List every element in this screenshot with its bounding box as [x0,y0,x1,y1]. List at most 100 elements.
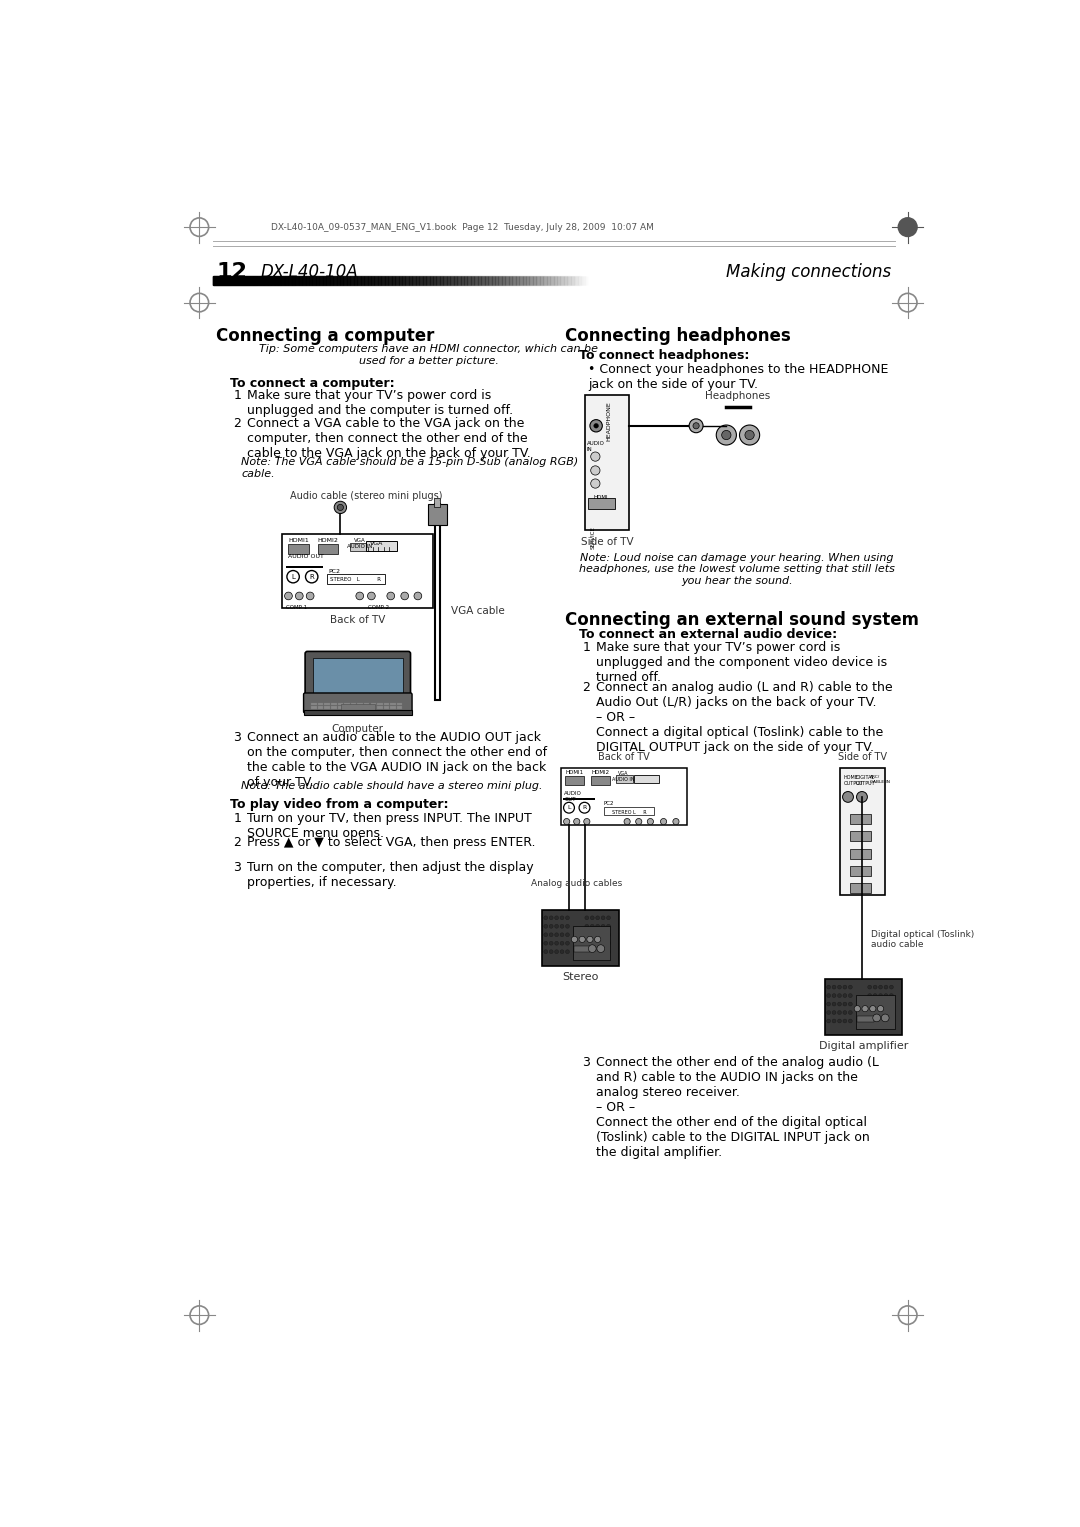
Circle shape [837,985,841,989]
Bar [318,707,323,709]
Bar [345,702,350,705]
Circle shape [826,985,831,989]
Circle shape [879,1019,882,1023]
Bar [370,707,376,709]
Text: 3: 3 [582,1057,590,1069]
Circle shape [555,924,558,928]
Circle shape [673,818,679,825]
Bar [338,702,343,705]
Text: Note: Loud noise can damage your hearing. When using
headphones, use the lowest : Note: Loud noise can damage your hearing… [579,553,895,586]
Bar [572,925,610,960]
Circle shape [591,933,594,936]
Circle shape [874,1011,877,1014]
Bar [364,710,369,713]
Bar [377,707,382,709]
Circle shape [596,950,599,954]
Circle shape [596,941,599,945]
Bar [604,806,654,815]
Bar [332,707,337,709]
Bar [370,702,376,705]
Text: Connecting headphones: Connecting headphones [565,327,791,345]
Circle shape [885,985,888,989]
Bar [592,776,610,785]
Bar [383,702,389,705]
Bar [634,774,659,783]
Circle shape [544,941,548,945]
Circle shape [561,950,564,954]
Text: VGA cable: VGA cable [451,606,505,617]
Circle shape [561,941,564,945]
Text: Side of TV: Side of TV [838,751,888,762]
Bar [435,504,440,699]
Circle shape [826,1011,831,1014]
Bar [303,710,413,715]
Bar [840,768,886,895]
Bar [383,707,389,709]
Bar [364,707,369,709]
Circle shape [647,818,653,825]
Circle shape [843,1011,847,1014]
Circle shape [594,423,598,428]
Circle shape [571,936,578,942]
Bar [357,707,363,709]
Text: Connect the other end of the analog audio (L
and R) cable to the AUDIO IN jacks : Connect the other end of the analog audi… [596,1057,879,1159]
Bar [390,710,395,713]
Circle shape [607,933,610,936]
Circle shape [890,1011,893,1014]
Text: 3: 3 [233,731,241,744]
Circle shape [596,933,599,936]
Text: Make sure that your TV’s power cord is
unplugged and the component video device : Make sure that your TV’s power cord is u… [596,641,888,684]
Circle shape [414,592,422,600]
Circle shape [879,1002,882,1006]
Circle shape [564,802,575,812]
Circle shape [874,1002,877,1006]
Circle shape [607,916,610,919]
Bar [850,831,872,841]
Circle shape [550,950,553,954]
Circle shape [826,1019,831,1023]
Circle shape [544,950,548,954]
Text: Tip: Some computers have an HDMI connector, which can be
used for a better pictu: Tip: Some computers have an HDMI connect… [259,344,598,366]
Text: Headphones: Headphones [705,391,770,402]
Circle shape [832,1011,836,1014]
Bar [850,883,872,893]
Bar [397,702,403,705]
Text: Turn on your TV, then press INPUT. The INPUT
SOURCE menu opens.: Turn on your TV, then press INPUT. The I… [247,811,532,840]
Text: AUDIO
IN: AUDIO IN [586,441,605,452]
Circle shape [306,571,318,583]
Circle shape [596,924,599,928]
Bar [542,910,619,965]
Text: • Connect your headphones to the HEADPHONE
jack on the side of your TV.: • Connect your headphones to the HEADPHO… [589,362,889,391]
Circle shape [636,818,642,825]
Circle shape [881,1014,889,1022]
Circle shape [832,994,836,997]
Bar [397,707,403,709]
Text: Connecting an external sound system: Connecting an external sound system [565,611,919,629]
Bar [327,574,386,583]
Circle shape [885,1002,888,1006]
Bar [318,544,338,554]
Bar [397,710,403,713]
Bar [286,567,323,568]
Text: COMP 2: COMP 2 [367,605,389,609]
Text: Back of TV: Back of TV [330,615,386,625]
Text: To connect an external audio device:: To connect an external audio device: [579,628,837,640]
Circle shape [573,818,580,825]
Text: L: L [292,574,295,580]
Bar [332,710,337,713]
Circle shape [591,924,594,928]
Circle shape [579,936,585,942]
Text: Back of TV: Back of TV [598,751,650,762]
Circle shape [721,431,731,440]
Circle shape [595,936,600,942]
Bar [345,707,350,709]
Bar [377,710,382,713]
Text: To connect a computer:: To connect a computer: [230,377,395,389]
Bar [370,710,376,713]
Bar [311,710,316,713]
Circle shape [877,1006,883,1012]
Circle shape [307,592,314,600]
Circle shape [873,1014,880,1022]
Circle shape [550,924,553,928]
Circle shape [566,924,569,928]
